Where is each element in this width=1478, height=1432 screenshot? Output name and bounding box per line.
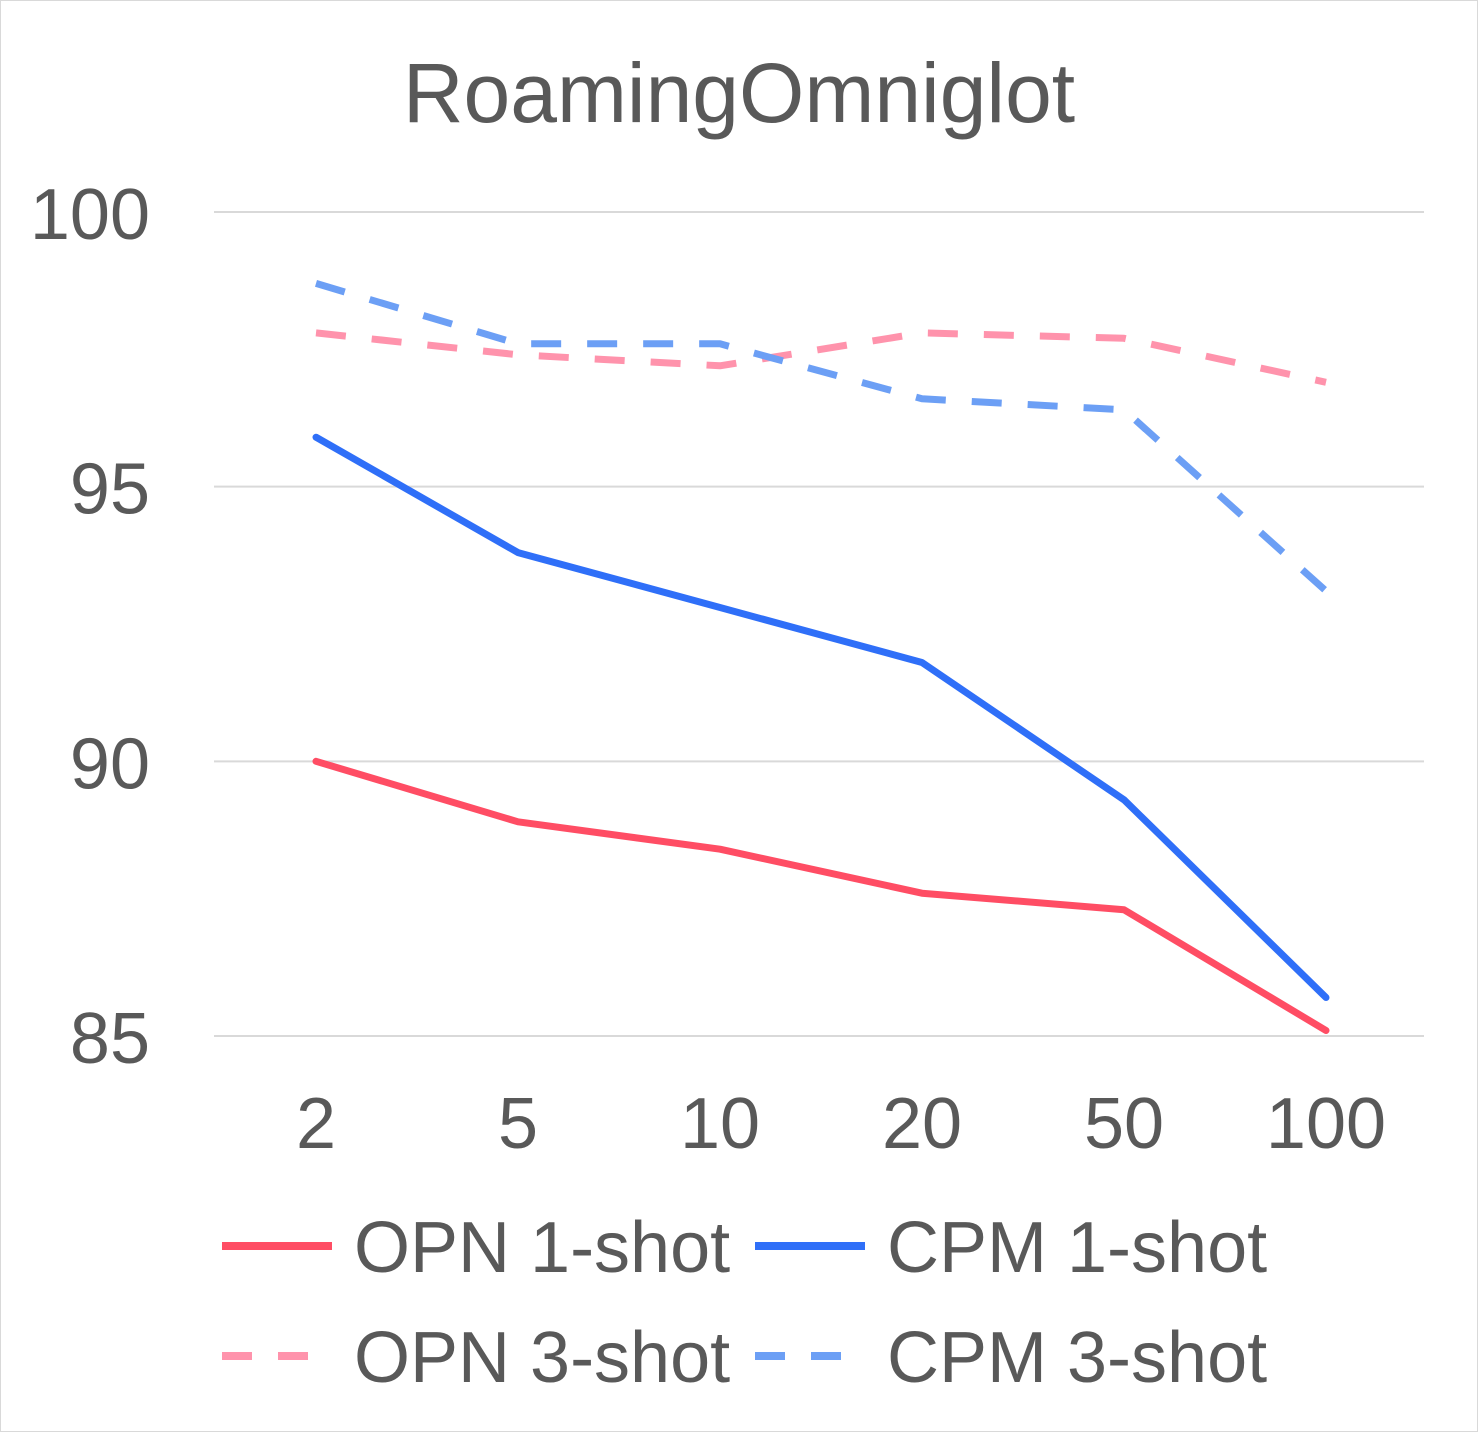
series-line-opn-3-shot [315,329,1327,386]
series-line-cpm-3-shot [314,280,1329,594]
series-line-cpm-1-shot [312,433,1330,1001]
legend-label: OPN 3-shot [354,1318,730,1398]
y-tick-label: 95 [70,450,150,530]
x-tick-label: 10 [680,1084,760,1164]
chart-title: RoamingOmniglot [403,46,1075,140]
legend-label: OPN 1-shot [354,1208,730,1288]
x-tick-label: 100 [1266,1084,1386,1164]
y-axis-tick-labels: 85 90 95 100 [30,175,150,1079]
x-tick-label: 5 [498,1084,538,1164]
series-lines [312,280,1330,1034]
legend-label: CPM 3-shot [887,1318,1267,1398]
legend-label: CPM 1-shot [887,1208,1267,1288]
gridlines [214,211,1424,1037]
y-tick-label: 85 [70,999,150,1079]
x-axis-tick-labels: 2 5 10 20 50 100 [296,1084,1386,1164]
x-tick-label: 50 [1084,1084,1164,1164]
x-tick-label: 2 [296,1084,336,1164]
y-tick-label: 100 [30,175,150,255]
x-tick-label: 20 [882,1084,962,1164]
series-line-opn-1-shot [312,757,1330,1034]
y-tick-label: 90 [70,724,150,804]
legend: OPN 1-shot CPM 1-shot OPN 3-shot CPM 3-shot [222,1208,1267,1398]
